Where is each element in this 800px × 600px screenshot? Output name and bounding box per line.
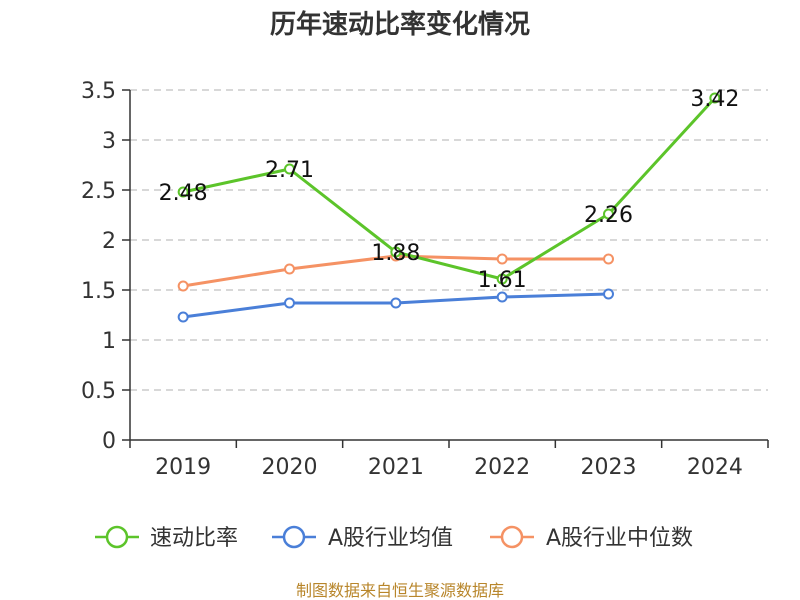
y-tick-label: 0 <box>102 429 116 454</box>
data-labels: 2.48 2.71 1.88 1.61 2.26 3.42 <box>159 87 740 293</box>
data-label: 1.61 <box>478 268 527 293</box>
source-note: 制图数据来自恒生聚源数据库 <box>296 581 504 600</box>
chart-title: 历年速动比率变化情况 <box>270 9 530 40</box>
series-group <box>177 92 721 323</box>
data-point <box>603 208 614 220</box>
data-point <box>177 280 189 292</box>
data-point <box>390 246 402 258</box>
data-point <box>390 297 402 309</box>
legend-label: A股行业均值 <box>328 526 453 551</box>
data-point <box>496 253 508 265</box>
data-point <box>603 288 614 300</box>
data-label: 2.26 <box>584 203 633 228</box>
axes: 0 0.5 1 1.5 2 2.5 3 3.5 2019 2020 2021 2022 2023 2024 <box>81 79 769 480</box>
data-point <box>284 263 295 275</box>
data-point <box>177 311 189 323</box>
data-label: 3.42 <box>690 87 739 112</box>
y-tick-label: 3 <box>102 129 116 154</box>
data-point <box>177 186 189 198</box>
x-tick-label: 2021 <box>368 455 424 480</box>
data-label: 2.48 <box>159 181 208 206</box>
data-point <box>496 273 508 285</box>
data-label: 2.71 <box>265 158 314 183</box>
y-tick-label: 1 <box>102 329 116 354</box>
x-tick-label: 2024 <box>687 455 743 480</box>
legend-swatch-marker <box>282 525 306 549</box>
x-tick-label: 2023 <box>581 455 637 480</box>
y-tick-label: 2 <box>102 229 116 254</box>
legend: 速动比率 A股行业均值 A股行业中位数 <box>95 525 693 551</box>
y-tick-label: 1.5 <box>81 279 116 304</box>
data-point <box>284 163 295 175</box>
data-point <box>284 297 295 309</box>
legend-swatch-marker <box>500 525 524 549</box>
y-tick-label: 3.5 <box>81 79 116 104</box>
y-tick-label: 0.5 <box>81 379 116 404</box>
data-point <box>709 92 721 104</box>
x-tick-label: 2019 <box>155 455 211 480</box>
grid-lines <box>130 89 768 391</box>
data-label: 1.88 <box>371 241 420 266</box>
legend-swatch-marker <box>105 525 129 549</box>
x-tick-label: 2022 <box>474 455 530 480</box>
legend-label: 速动比率 <box>150 526 238 551</box>
legend-label: A股行业中位数 <box>546 526 693 551</box>
x-tick-label: 2020 <box>262 455 318 480</box>
series-line <box>182 96 716 281</box>
y-tick-label: 2.5 <box>81 179 116 204</box>
data-point <box>496 291 508 303</box>
data-point <box>603 253 614 265</box>
